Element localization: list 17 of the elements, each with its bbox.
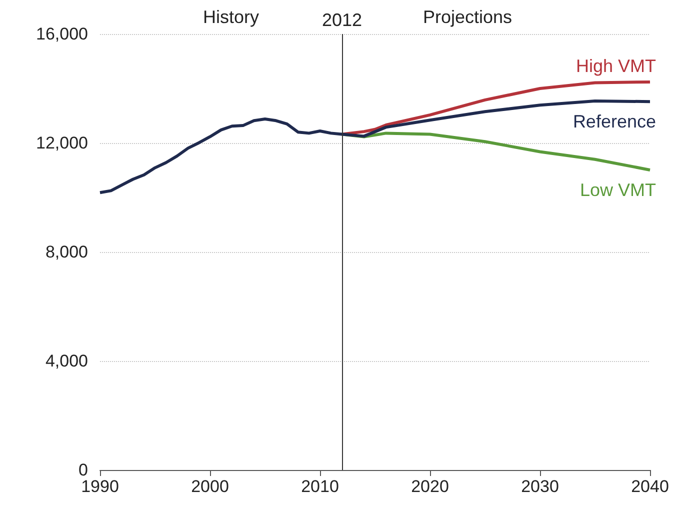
x-tick-label: 2040 bbox=[631, 477, 669, 496]
series-label: High VMT bbox=[576, 56, 656, 76]
y-tick-label: 8,000 bbox=[45, 242, 88, 262]
series-label: Reference bbox=[572, 112, 656, 132]
x-tick-label: 2020 bbox=[411, 477, 449, 496]
series-label: Low VMT bbox=[580, 180, 656, 200]
y-tick-label: 0 bbox=[78, 460, 88, 480]
y-tick-label: 4,000 bbox=[45, 352, 88, 370]
x-tick-label: 2030 bbox=[521, 477, 559, 496]
ref-line-label: 2012 bbox=[322, 10, 362, 30]
x-tick-label: 2010 bbox=[301, 477, 339, 496]
y-tick-label: 16,000 bbox=[36, 24, 88, 44]
x-tick-label: 1990 bbox=[81, 477, 119, 496]
text: Projections bbox=[423, 7, 512, 27]
x-tick-label: 2000 bbox=[191, 477, 229, 496]
text: History bbox=[203, 7, 260, 27]
y-tick-label: 12,000 bbox=[36, 134, 88, 152]
